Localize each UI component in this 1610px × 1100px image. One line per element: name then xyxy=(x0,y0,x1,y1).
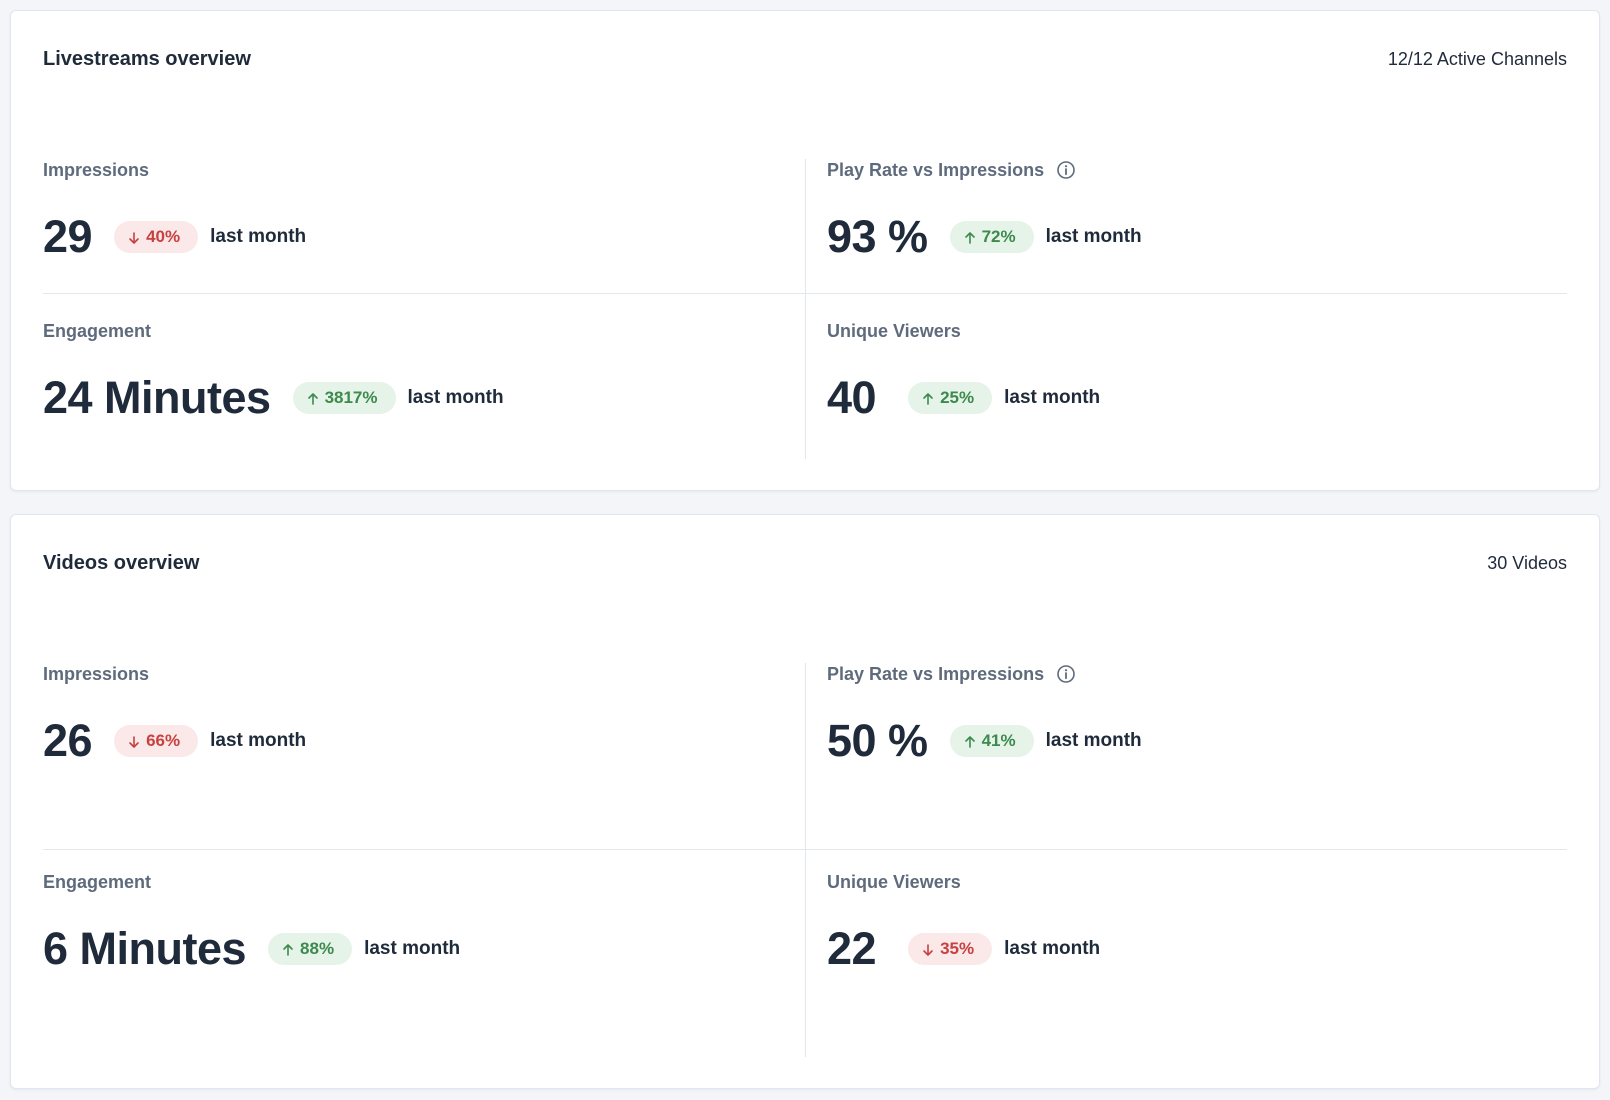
active-channels-count: 12/12 Active Channels xyxy=(1387,48,1567,69)
metric-value: 6 Minutes xyxy=(43,923,247,974)
metric-value: 22 xyxy=(827,923,877,974)
metric-play-rate: Play Rate vs Impressions 93 % 72% last m… xyxy=(805,159,1567,262)
info-circle-icon[interactable] xyxy=(1056,664,1076,684)
comparison-period: last month xyxy=(1004,386,1101,408)
change-badge: 41% xyxy=(949,724,1034,757)
comparison-period: last month xyxy=(210,729,307,751)
metric-value: 24 Minutes xyxy=(43,372,271,423)
metric-value: 50 % xyxy=(827,715,928,766)
column-divider xyxy=(805,159,806,459)
metric-play-rate: Play Rate vs Impressions 50 % 41% last m… xyxy=(805,663,1567,766)
arrow-up-icon xyxy=(282,942,294,956)
arrow-up-icon xyxy=(964,230,976,244)
metric-unique-viewers: Unique Viewers 40 25% last month xyxy=(805,320,1567,423)
metric-unique-viewers: Unique Viewers 22 35% last month xyxy=(805,871,1567,974)
arrow-down-icon xyxy=(128,230,140,244)
change-percent: 88% xyxy=(300,938,335,958)
card-title: Livestreams overview xyxy=(43,47,251,70)
metric-label: Unique Viewers xyxy=(827,320,961,341)
metric-label-text: Play Rate vs Impressions xyxy=(827,663,1045,684)
metrics-grid: Impressions 26 66% last month Play Rate … xyxy=(43,663,1567,1057)
arrow-up-icon xyxy=(964,734,976,748)
metrics-grid: Impressions 29 40% last month Play Rate … xyxy=(43,159,1567,459)
metric-label: Impressions xyxy=(43,663,150,684)
metric-value: 29 xyxy=(43,211,93,262)
comparison-period: last month xyxy=(364,937,461,959)
change-badge: 88% xyxy=(268,932,353,965)
row-divider xyxy=(43,849,1567,850)
change-percent: 3817% xyxy=(324,387,378,407)
metric-impressions: Impressions 26 66% last month xyxy=(43,663,805,766)
card-title: Videos overview xyxy=(43,551,200,574)
comparison-period: last month xyxy=(1004,937,1101,959)
metric-value: 26 xyxy=(43,715,93,766)
change-badge: 25% xyxy=(908,381,993,414)
comparison-period: last month xyxy=(1045,225,1142,247)
comparison-period: last month xyxy=(407,386,504,408)
metric-value: 40 xyxy=(827,372,877,423)
arrow-down-icon xyxy=(128,734,140,748)
change-badge: 35% xyxy=(908,932,993,965)
comparison-period: last month xyxy=(1045,729,1142,751)
videos-count: 30 Videos xyxy=(1487,552,1567,573)
metric-label: Impressions xyxy=(43,159,150,180)
videos-overview-card: Videos overview 30 Videos Impressions 26… xyxy=(10,514,1600,1089)
change-percent: 25% xyxy=(940,387,975,407)
card-header: Livestreams overview 12/12 Active Channe… xyxy=(43,47,1567,71)
metric-label: Play Rate vs Impressions xyxy=(827,663,1567,685)
metric-value: 93 % xyxy=(827,211,928,262)
column-divider xyxy=(805,663,806,1057)
arrow-up-icon xyxy=(307,391,319,405)
change-percent: 66% xyxy=(146,730,181,750)
metric-label-text: Play Rate vs Impressions xyxy=(827,159,1045,180)
change-badge: 3817% xyxy=(292,381,396,414)
livestreams-overview-card: Livestreams overview 12/12 Active Channe… xyxy=(10,10,1600,491)
metric-label: Unique Viewers xyxy=(827,871,961,892)
change-badge: 40% xyxy=(114,220,199,253)
metric-label: Play Rate vs Impressions xyxy=(827,159,1567,181)
info-circle-icon[interactable] xyxy=(1056,160,1076,180)
row-divider xyxy=(43,293,1567,294)
change-percent: 40% xyxy=(146,226,181,246)
metric-label: Engagement xyxy=(43,871,152,892)
metric-engagement: Engagement 24 Minutes 3817% last month xyxy=(43,320,805,423)
card-header: Videos overview 30 Videos xyxy=(43,551,1567,575)
change-percent: 41% xyxy=(981,730,1016,750)
change-percent: 72% xyxy=(981,226,1016,246)
change-percent: 35% xyxy=(940,938,975,958)
change-badge: 72% xyxy=(949,220,1034,253)
arrow-down-icon xyxy=(922,942,934,956)
comparison-period: last month xyxy=(210,225,307,247)
metric-impressions: Impressions 29 40% last month xyxy=(43,159,805,262)
arrow-up-icon xyxy=(922,391,934,405)
change-badge: 66% xyxy=(114,724,199,757)
metric-label: Engagement xyxy=(43,320,152,341)
metric-engagement: Engagement 6 Minutes 88% last month xyxy=(43,871,805,974)
